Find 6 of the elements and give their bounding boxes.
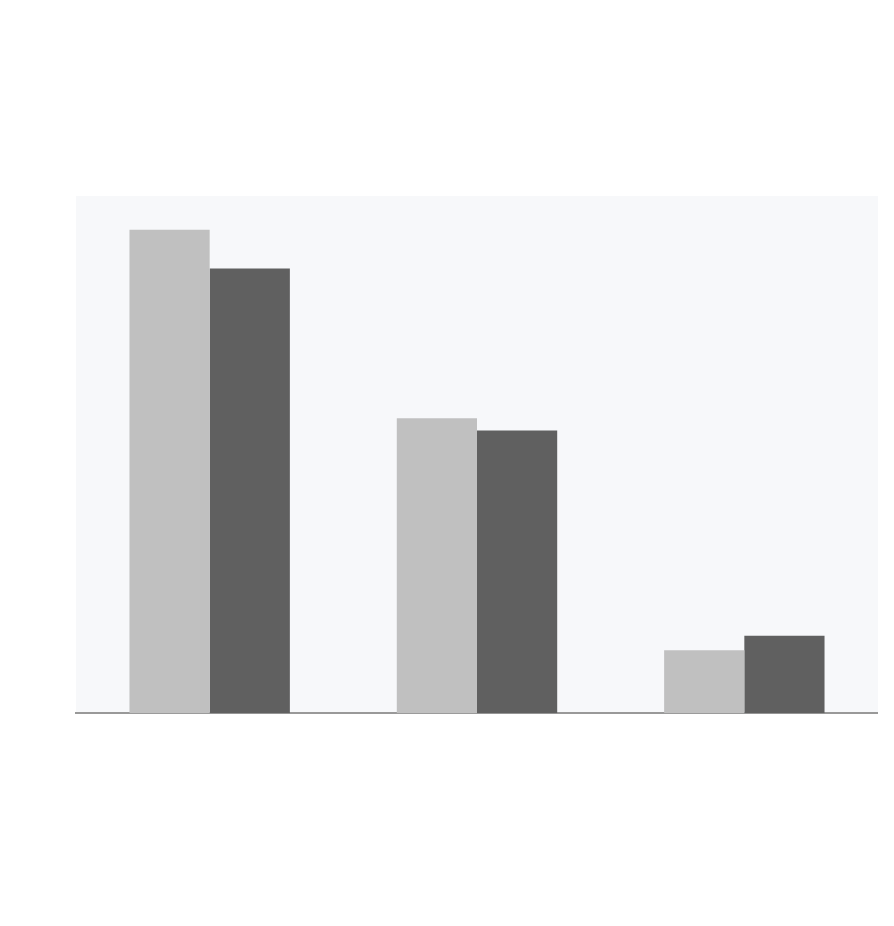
bar — [477, 430, 558, 714]
bar — [744, 635, 825, 714]
bar — [396, 418, 477, 714]
bar — [209, 268, 290, 714]
bar — [664, 650, 745, 714]
bar — [129, 229, 210, 714]
